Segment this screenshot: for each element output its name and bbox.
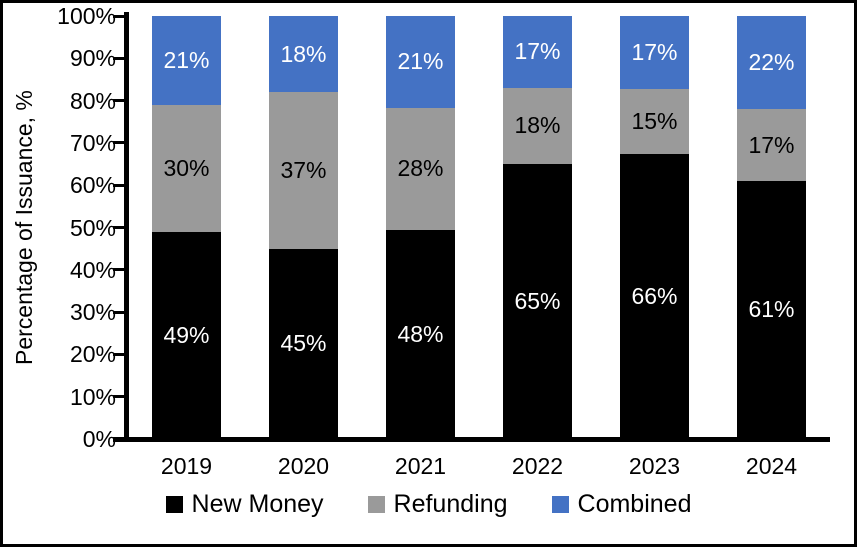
y-tick-label: 100% (57, 3, 116, 29)
segment-data-label: 22% (748, 49, 795, 76)
segment-data-label: 66% (631, 283, 678, 310)
y-tick-mark (113, 183, 124, 187)
y-tick-mark (113, 437, 124, 441)
segment-data-label: 17% (748, 131, 795, 158)
segment-data-label: 17% (514, 38, 561, 65)
segment-refunding: 37% (269, 92, 338, 249)
segment-data-label: 30% (163, 154, 210, 181)
segment-new-money: 65% (503, 164, 572, 439)
y-tick-label: 90% (69, 45, 116, 72)
x-tick-label-2024: 2024 (745, 453, 798, 479)
y-tick-label: 60% (69, 172, 116, 199)
legend-item-combined: Combined (551, 490, 692, 519)
segment-data-label: 48% (397, 320, 444, 347)
legend-marker-icon (367, 496, 385, 513)
y-tick-mark (113, 310, 124, 314)
y-tick-label: 10% (69, 383, 116, 410)
y-tick-mark (113, 99, 124, 103)
bar-2020: 18% 37% 45% (269, 16, 338, 439)
segment-data-label: 49% (163, 321, 210, 348)
y-tick-label: 20% (69, 341, 116, 368)
segment-combined: 18% (269, 16, 338, 93)
segment-combined: 21% (152, 16, 221, 105)
legend-label: New Money (191, 490, 324, 518)
bar-2024: 22% 17% 61% (737, 16, 806, 439)
y-tick-mark (113, 14, 124, 18)
segment-data-label: 65% (514, 288, 561, 314)
x-tick-label-2021: 2021 (394, 453, 447, 479)
segment-data-label: 17% (631, 39, 678, 66)
legend-label: Combined (577, 490, 692, 518)
y-tick-mark (113, 56, 124, 60)
y-tick-mark (113, 395, 124, 399)
segment-refunding: 15% (620, 89, 689, 155)
segment-refunding: 17% (737, 109, 806, 181)
segment-combined: 17% (503, 16, 572, 88)
x-tick-label-2022: 2022 (511, 453, 564, 479)
segment-data-label: 18% (514, 112, 561, 139)
bar-2019: 21% 30% 49% (152, 16, 221, 439)
y-axis-line (124, 12, 129, 442)
legend-marker-icon (551, 496, 569, 513)
x-axis-line (113, 437, 830, 442)
segment-new-money: 61% (737, 180, 806, 439)
segment-new-money: 49% (152, 231, 221, 439)
segment-new-money: 48% (386, 229, 455, 439)
y-tick-label: 80% (69, 87, 116, 114)
y-tick-label: 30% (69, 299, 116, 326)
segment-data-label: 15% (631, 108, 678, 135)
segment-new-money: 66% (620, 154, 689, 439)
segment-combined: 17% (620, 16, 689, 90)
segment-data-label: 45% (280, 330, 327, 357)
legend-marker-icon (165, 496, 183, 513)
bar-2021: 21% 28% 48% (386, 16, 455, 439)
y-tick-label: 0% (82, 426, 116, 452)
segment-data-label: 61% (748, 296, 795, 323)
y-tick-mark (113, 141, 124, 145)
segment-combined: 21% (386, 16, 455, 108)
y-tick-mark (113, 352, 124, 356)
segment-data-label: 37% (280, 156, 327, 183)
segment-refunding: 30% (152, 104, 221, 232)
y-tick-label: 50% (69, 214, 116, 241)
segment-data-label: 28% (397, 155, 444, 182)
y-tick-mark (113, 226, 124, 229)
segment-combined: 22% (737, 16, 806, 110)
segment-refunding: 18% (503, 87, 572, 165)
y-tick-label: 40% (69, 256, 116, 283)
x-tick-label-2023: 2023 (628, 453, 681, 479)
legend-label: Refunding (393, 490, 508, 518)
segment-data-label: 21% (163, 46, 210, 73)
y-tick-mark (113, 268, 124, 272)
legend-item-new-money: New Money (165, 490, 324, 519)
segment-new-money: 45% (269, 248, 338, 439)
y-tick-label: 70% (69, 129, 116, 156)
segment-refunding: 28% (386, 107, 455, 230)
legend-item-refunding: Refunding (367, 490, 508, 519)
x-tick-label-2020: 2020 (277, 453, 330, 479)
x-tick-label-2019: 2019 (160, 453, 213, 479)
bar-2022: 17% 18% 65% (503, 16, 572, 439)
bar-2023: 17% 15% 66% (620, 16, 689, 439)
legend: New Money Refunding Combined (3, 490, 854, 519)
segment-data-label: 18% (280, 40, 327, 67)
segment-data-label: 21% (397, 48, 444, 75)
